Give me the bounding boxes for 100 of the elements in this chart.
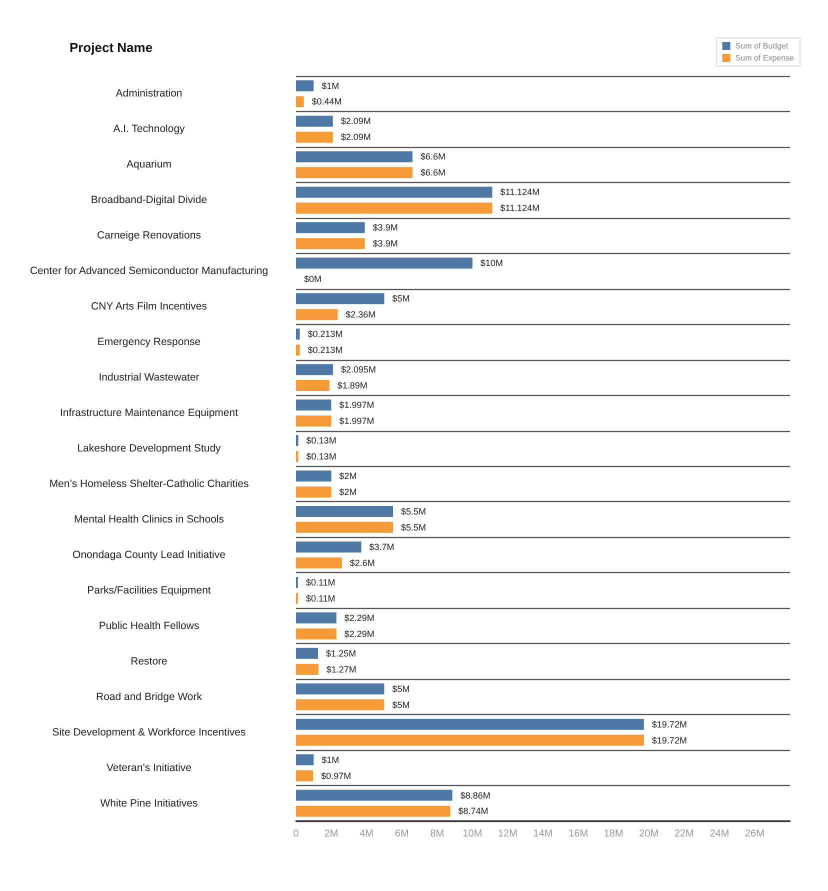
y-tick-label: Road and Bridge Work: [96, 690, 203, 703]
legend-label: Sum of Expense: [735, 54, 795, 62]
y-tick-label: White Pine Initiatives: [100, 797, 198, 810]
data-label: $1M: [322, 754, 340, 765]
data-label: $0.11M: [306, 577, 336, 588]
data-label: $5M: [392, 294, 410, 304]
data-label: $0.213M: [308, 345, 343, 356]
y-tick-label: Industrial Wastewater: [98, 372, 200, 384]
bar: [296, 416, 332, 426]
bar: [296, 238, 365, 250]
x-tick-label: 6M: [394, 828, 409, 840]
x-tick-label: 20M: [639, 828, 659, 840]
data-label: $2.29M: [344, 612, 374, 623]
x-tick-label: 14M: [533, 828, 553, 840]
x-tick-label: 22M: [674, 828, 694, 840]
bar: [296, 506, 394, 517]
x-tick-label: 10M: [462, 828, 482, 840]
x-tick-label: 8M: [430, 828, 444, 840]
bar: [296, 222, 365, 234]
bar: [296, 293, 384, 304]
data-label: $6.6M: [420, 152, 446, 162]
x-tick-label: 16M: [568, 828, 588, 840]
y-tick-label: A.I. Technology: [113, 123, 186, 136]
data-label: $2.36M: [346, 310, 376, 320]
data-label: $10M: [480, 258, 503, 268]
data-label: $0.213M: [308, 329, 343, 340]
y-tick-label: Carneige Renovations: [97, 230, 201, 242]
bar: [296, 770, 314, 782]
bar: [296, 400, 332, 411]
bar: [296, 664, 318, 675]
y-tick-label: Onondaga County Lead Initiative: [72, 548, 226, 561]
data-label: $19.72M: [652, 735, 687, 746]
bar: [296, 328, 300, 340]
data-label: $5.5M: [401, 522, 426, 532]
data-label: $0.11M: [306, 593, 336, 604]
bar: [296, 557, 342, 568]
data-label: $1M: [322, 80, 340, 91]
data-label: $3.9M: [372, 222, 398, 233]
bar: [296, 612, 336, 624]
bar: [296, 151, 412, 162]
y-axis-title: Project Name: [69, 40, 153, 55]
data-label: $1.997M: [339, 400, 374, 410]
data-label: $11.124M: [500, 203, 540, 214]
data-label: $5M: [392, 684, 410, 694]
y-tick-label: Parks/Facilities Equipment: [87, 584, 211, 596]
bar: [296, 541, 362, 552]
x-tick-label: 12M: [498, 828, 518, 840]
y-tick-label: Restore: [130, 655, 168, 668]
data-label: $2.6M: [350, 558, 375, 568]
x-tick-label: 24M: [710, 828, 730, 840]
data-label: $1.997M: [339, 416, 374, 426]
data-label: $2.29M: [344, 628, 374, 639]
bar: [296, 699, 384, 710]
data-label: $0.44M: [312, 96, 342, 107]
data-label: $1.25M: [326, 648, 356, 658]
y-tick-label: CNY Arts Film Incentives: [91, 300, 207, 313]
x-tick-label: 26M: [744, 828, 764, 840]
data-label: $5.5M: [401, 506, 426, 516]
bar: [296, 364, 333, 376]
y-tick-label: Emergency Response: [97, 336, 201, 348]
y-tick-label: Broadband-Digital Divide: [90, 194, 208, 206]
bar: [296, 202, 492, 214]
y-tick-label: Public Health Fellows: [98, 620, 200, 632]
y-tick-label: Site Development & Workforce Incentives: [52, 726, 246, 738]
data-label: $5M: [392, 700, 410, 710]
y-tick-label: Men’s Homeless Shelter-Catholic Charities: [49, 478, 249, 490]
y-tick-label: Aquarium: [126, 158, 172, 171]
y-tick-label: Mental Health Clinics in Schools: [74, 513, 224, 526]
bar: [296, 806, 450, 817]
data-label: $0.97M: [321, 770, 352, 781]
bar: [296, 486, 332, 498]
bar: [296, 683, 384, 694]
data-label: $0.13M: [306, 451, 336, 462]
data-label: $0M: [304, 274, 322, 284]
bar: [296, 167, 412, 178]
x-tick-label: 0: [293, 828, 300, 840]
y-tick-label: Infrastructure Maintenance Equipment: [60, 407, 238, 420]
data-label: $11.124M: [500, 187, 540, 198]
bar: [296, 790, 452, 801]
y-tick-label: Veteran’s Initiative: [106, 762, 192, 774]
bar: [296, 380, 330, 392]
legend-label: Sum of Budget: [735, 42, 789, 50]
bar: [296, 80, 314, 92]
data-label: $2M: [339, 486, 357, 497]
data-label: $1.27M: [326, 664, 356, 674]
bar: [296, 734, 644, 746]
bar: [296, 309, 338, 320]
y-tick-label: Administration: [116, 88, 182, 100]
data-label: $2M: [339, 471, 357, 481]
data-label: $2.095M: [340, 364, 376, 375]
x-tick-label: 18M: [604, 828, 624, 840]
bar: [296, 96, 304, 108]
bar: [296, 522, 394, 533]
bar: [296, 648, 318, 659]
bar: [296, 186, 492, 198]
bar: [296, 718, 644, 730]
y-tick-label: Center for Advanced Semiconductor Manufacturing: [30, 265, 268, 278]
data-label: $8.86M: [460, 790, 490, 800]
bar: [296, 470, 332, 482]
data-label: $3.9M: [372, 238, 398, 249]
